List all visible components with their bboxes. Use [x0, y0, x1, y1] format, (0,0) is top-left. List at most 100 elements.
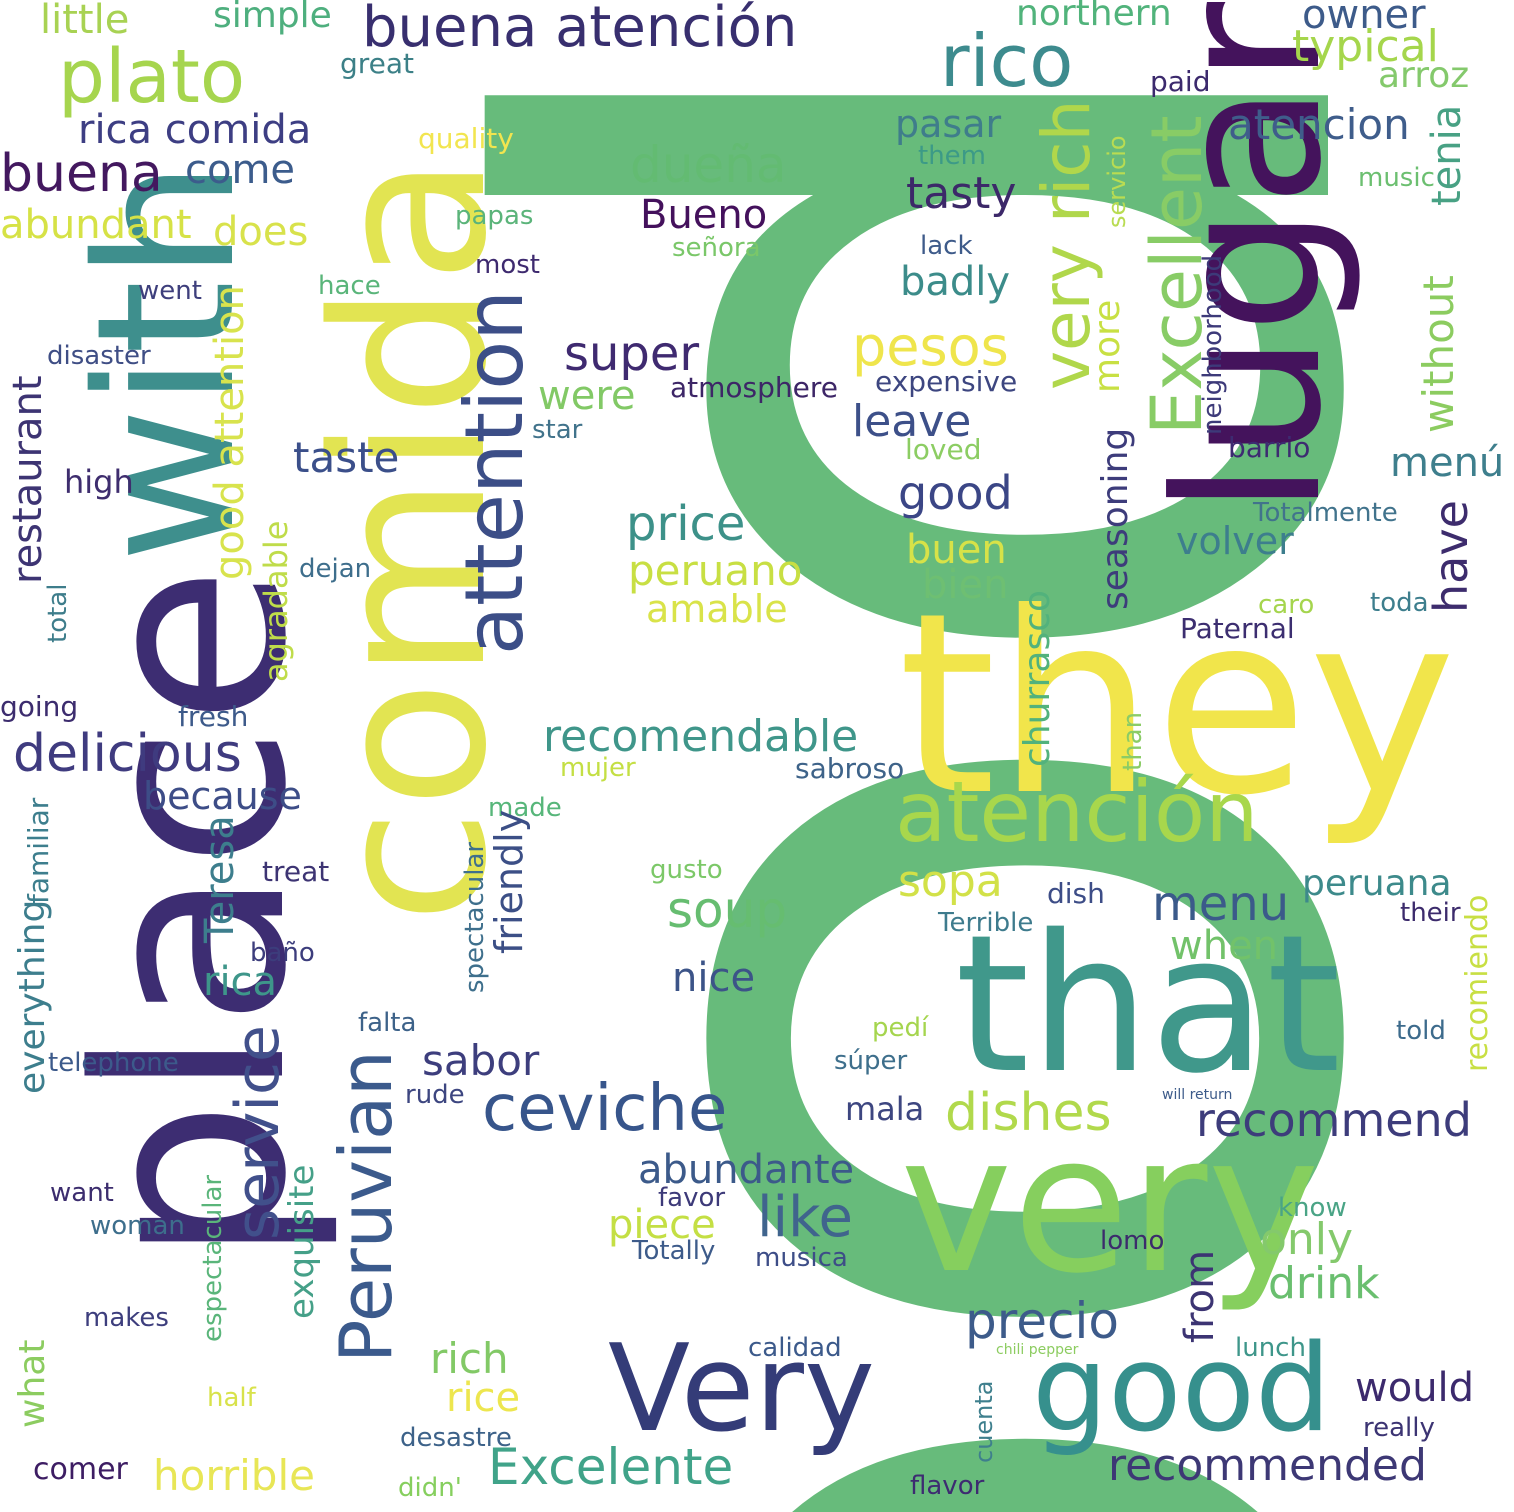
word: Bueno: [640, 192, 768, 238]
word: menu: [1152, 876, 1290, 932]
word: fresh: [178, 700, 249, 733]
word: buena: [0, 144, 163, 204]
word: volver: [1176, 519, 1294, 563]
word: typical: [1292, 21, 1439, 72]
word: told: [1396, 1016, 1446, 1046]
word: what: [12, 1339, 53, 1428]
word: Totalmente: [1253, 498, 1398, 528]
word: price: [626, 496, 746, 552]
word: calidad: [748, 1333, 842, 1363]
word: soup: [667, 881, 788, 939]
word: didn': [398, 1473, 462, 1503]
word: only: [1260, 1214, 1354, 1265]
word: espectacular: [198, 1174, 228, 1342]
word: delicious: [13, 724, 242, 784]
word: very: [900, 1094, 1320, 1315]
word: really: [1363, 1413, 1435, 1443]
word: dish: [1047, 877, 1105, 910]
word: badly: [900, 259, 1011, 305]
word: ceviche: [482, 1072, 728, 1146]
word: dishes: [945, 1083, 1112, 1143]
word: from: [1177, 1249, 1223, 1343]
word: spectacular: [460, 841, 490, 993]
word: their: [1400, 898, 1461, 928]
word: that: [955, 894, 1341, 1115]
word: paid: [1150, 65, 1211, 98]
word: piece: [608, 1202, 716, 1248]
word: neighborhood: [1198, 254, 1228, 435]
word: peruano: [628, 546, 803, 595]
word: buena atención: [362, 0, 798, 60]
word: atención: [895, 763, 1259, 861]
word: sabroso: [795, 752, 905, 785]
word: hace: [318, 271, 381, 301]
word: Very: [608, 1320, 875, 1459]
word: service: [223, 1025, 293, 1240]
word: most: [475, 250, 540, 280]
word: lack: [920, 231, 973, 261]
word: precio: [965, 1292, 1119, 1350]
word: lunch: [1235, 1333, 1306, 1363]
word: abundant: [0, 202, 192, 248]
word: sopa: [898, 856, 1003, 907]
word: owner: [1302, 0, 1426, 38]
word: musica: [755, 1243, 848, 1273]
word: star: [532, 415, 583, 445]
word: bien: [922, 562, 1009, 608]
word: recomiendo: [1460, 894, 1495, 1072]
word: chili pepper: [996, 1342, 1079, 1358]
word: half: [207, 1383, 256, 1413]
word: recomendable: [543, 711, 859, 762]
word: friendly: [487, 809, 531, 954]
word: loved: [905, 433, 982, 466]
word: familiar: [22, 797, 55, 904]
word: Paternal: [1180, 612, 1295, 645]
word: churrasco: [1017, 589, 1058, 767]
word: going: [0, 690, 79, 723]
word: comer: [33, 1452, 128, 1487]
word: atencion: [1228, 100, 1410, 149]
word: tasty: [906, 168, 1017, 219]
word: good attention: [207, 285, 253, 580]
word: high: [64, 463, 134, 501]
word: northern: [1016, 0, 1172, 34]
word: menú: [1390, 440, 1505, 486]
word: amable: [646, 587, 788, 631]
word: rica: [203, 959, 278, 1005]
word: peruana: [1302, 863, 1452, 904]
word: pesos: [852, 315, 1009, 378]
word: recommend: [1196, 1093, 1472, 1147]
word: súper: [834, 1046, 908, 1076]
word: toda: [1370, 588, 1429, 618]
word: music: [1358, 163, 1435, 193]
word: would: [1355, 1365, 1475, 1411]
word: good: [898, 466, 1013, 520]
word: dejan: [299, 554, 372, 584]
word: mala: [845, 1090, 925, 1128]
word: Excelente: [488, 1438, 734, 1496]
word: cuenta: [970, 1380, 998, 1464]
word: agradable: [257, 520, 295, 683]
word: mujer: [560, 753, 636, 783]
word: baño: [250, 938, 315, 968]
word: disaster: [47, 341, 151, 371]
word: desastre: [400, 1423, 512, 1453]
word: rico: [940, 19, 1074, 103]
word: rude: [405, 1080, 465, 1110]
word: plato: [58, 34, 246, 120]
word: nice: [672, 955, 756, 1001]
word: taste: [293, 433, 400, 482]
word: rice: [446, 1375, 521, 1421]
word: restaurant: [5, 375, 51, 584]
word: Peruvian: [324, 1050, 408, 1363]
word: rich: [430, 1334, 509, 1383]
word: little: [40, 0, 130, 43]
word: want: [50, 1178, 114, 1208]
word: treat: [262, 855, 330, 888]
word: know: [1278, 1193, 1347, 1223]
word: went: [138, 276, 202, 306]
word: telephone: [48, 1048, 179, 1078]
word: attention: [448, 290, 541, 655]
word: everything: [12, 899, 53, 1094]
